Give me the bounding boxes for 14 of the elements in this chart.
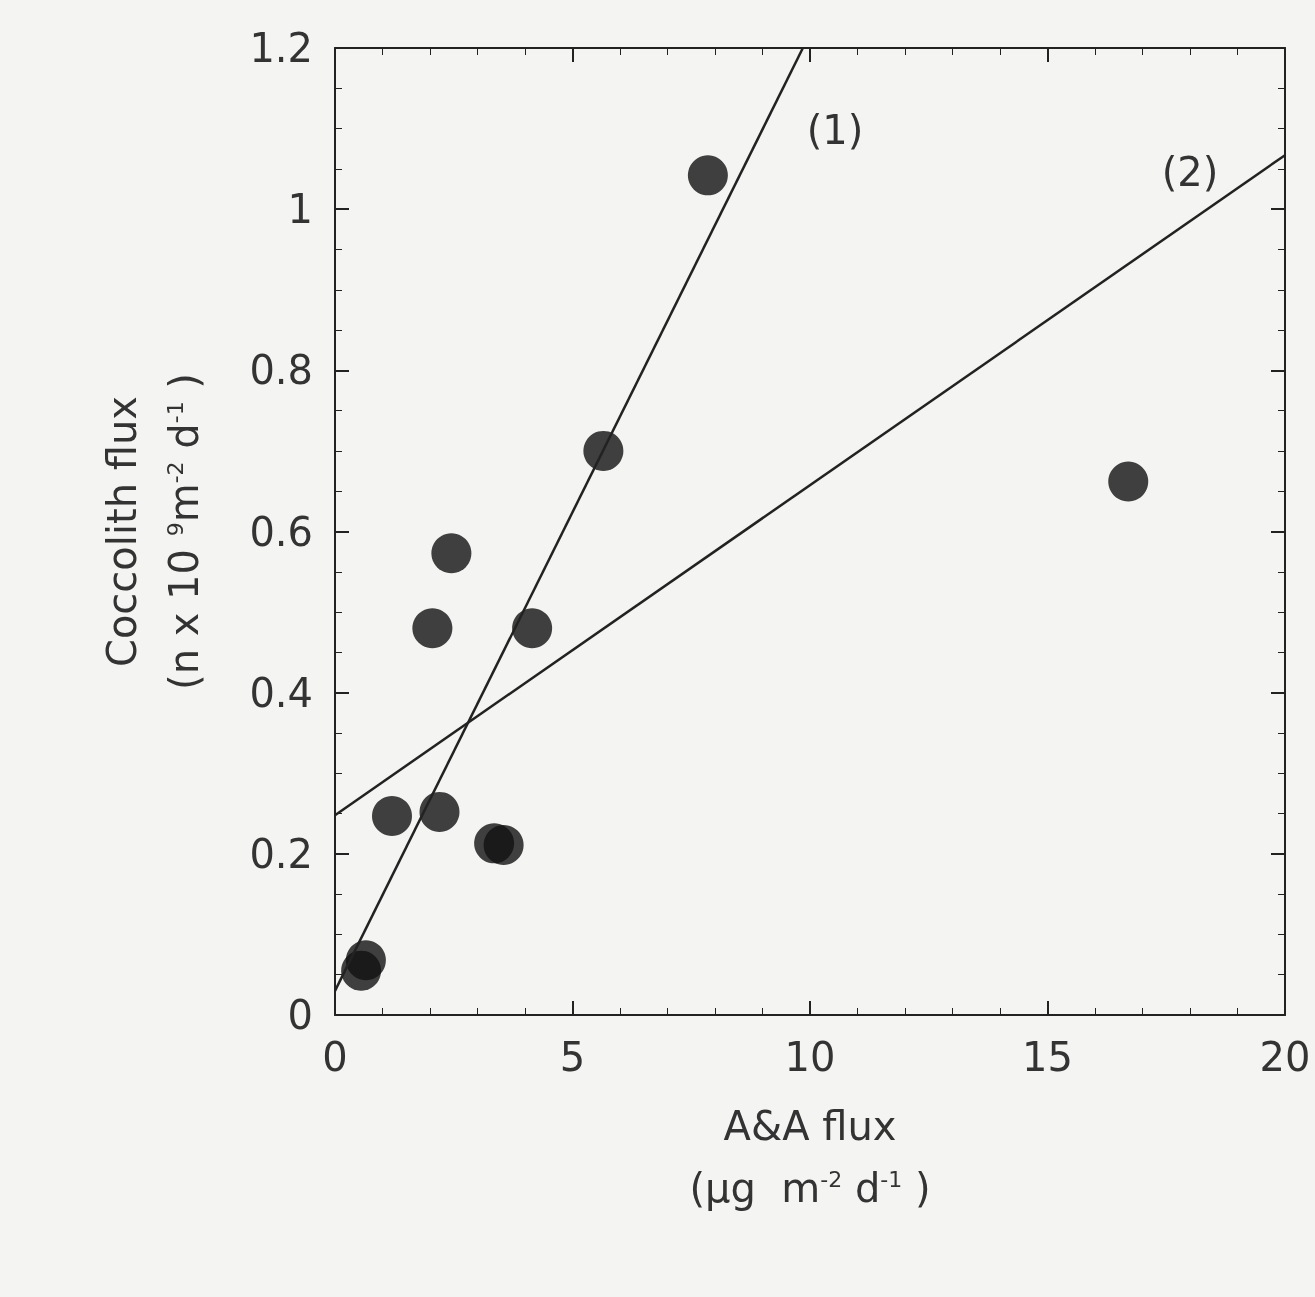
y-tick-label: 1.2 (249, 25, 313, 71)
x-tick-label: 5 (559, 1034, 586, 1080)
y-tick-label: 0 (287, 992, 313, 1038)
x-tick-label: 15 (1022, 1034, 1073, 1080)
x-tick-label: 0 (322, 1034, 348, 1080)
y-tick-label: 0.8 (249, 347, 313, 394)
y-tick-label: 0.2 (249, 830, 313, 877)
x-tick-label: 10 (784, 1034, 836, 1080)
x-tick-label: 20 (1259, 1034, 1311, 1080)
y-tick-label: 1 (287, 186, 313, 233)
y-tick-label: 0.6 (249, 508, 313, 555)
annotation: (1) (806, 107, 864, 153)
annotation: (2) (1161, 149, 1219, 195)
y-tick-label: 0.4 (249, 669, 313, 716)
